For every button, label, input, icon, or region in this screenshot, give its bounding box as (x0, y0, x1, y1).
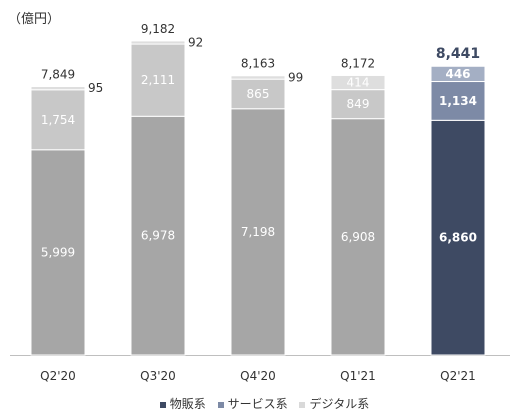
x-tick-label: Q2'20 (40, 369, 76, 383)
data-label: 1,134 (439, 94, 477, 108)
bar-segment (430, 81, 486, 121)
data-label: 99 (288, 70, 303, 84)
legend: 物販系 サービス系 デジタル系 (0, 395, 529, 412)
bar-segment (430, 119, 486, 356)
data-label: 6,978 (141, 229, 175, 243)
bar-segment (130, 40, 186, 45)
legend-swatch-service (217, 401, 224, 408)
total-label: 8,163 (241, 57, 275, 71)
x-tick-label: Q2'21 (440, 369, 476, 383)
data-label: 6,860 (439, 231, 477, 245)
data-label: 5,999 (41, 245, 75, 259)
legend-swatch-digital (299, 401, 306, 408)
bar-segment (430, 65, 486, 83)
data-label: 865 (247, 87, 270, 101)
total-label: 9,182 (141, 22, 175, 36)
data-label: 1,754 (41, 113, 75, 127)
bar-segment (230, 78, 286, 110)
legend-label-digital: デジタル系 (309, 397, 370, 411)
bar-segment (330, 89, 386, 120)
legend-label-service: サービス系 (227, 397, 288, 411)
data-label: 92 (188, 35, 203, 49)
data-label: 7,198 (241, 225, 275, 239)
bar-segment (30, 86, 86, 91)
x-tick-label: Q3'20 (140, 369, 176, 383)
bar-segment (230, 75, 286, 80)
x-tick-label: Q1'21 (340, 369, 376, 383)
data-label: 95 (88, 81, 103, 95)
total-label: 8,441 (436, 46, 480, 62)
data-label: 446 (445, 67, 470, 81)
data-label: 414 (347, 76, 370, 90)
x-tick-label: Q4'20 (240, 369, 276, 383)
legend-item-service: サービス系 (217, 395, 288, 412)
bar-segment (330, 74, 386, 91)
data-label: 849 (347, 97, 370, 111)
legend-item-butsuhan: 物販系 (159, 395, 206, 412)
legend-label-butsuhan: 物販系 (169, 397, 206, 411)
legend-item-digital: デジタル系 (299, 395, 369, 412)
data-label: 6,908 (341, 230, 375, 244)
bar-segment (330, 118, 386, 356)
data-label: 2,111 (141, 73, 175, 87)
total-label: 7,849 (41, 67, 75, 81)
bar-segment (130, 43, 186, 117)
unit-label: （億円） (8, 12, 61, 27)
total-label: 8,172 (341, 56, 375, 70)
bar-segment (30, 149, 86, 356)
bar-segment (230, 108, 286, 356)
bar-segment (30, 89, 86, 151)
legend-swatch-butsuhan (159, 401, 166, 408)
bar-segment (130, 115, 186, 356)
